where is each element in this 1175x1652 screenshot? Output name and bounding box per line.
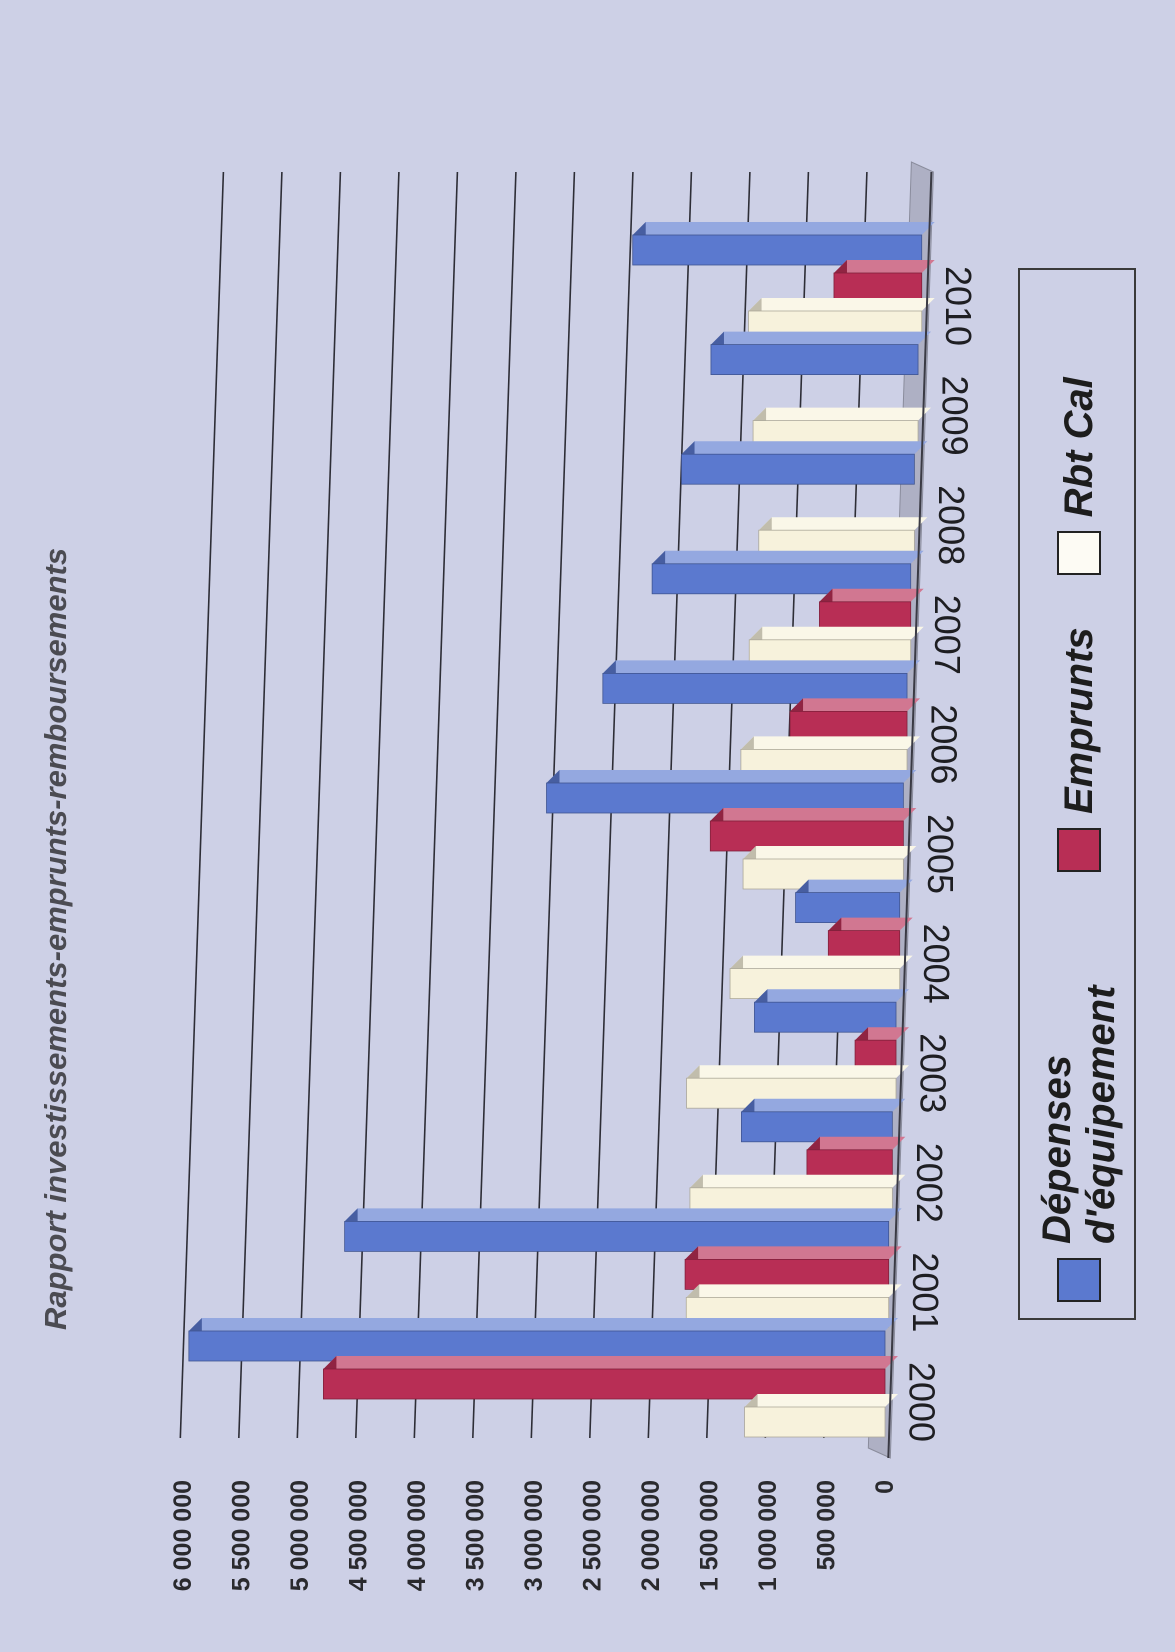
bar: [602, 660, 921, 704]
bar-front-face: [744, 1406, 886, 1438]
category-label: 2006: [924, 704, 965, 784]
bar-top-face: [806, 1136, 906, 1150]
category-label: 2007: [927, 595, 968, 675]
bar-top-face: [758, 517, 928, 531]
bar-top-face: [743, 846, 917, 859]
bar: [758, 517, 928, 561]
bar-top-face: [730, 955, 913, 969]
bar-top-face: [652, 550, 924, 564]
bar: [188, 1318, 899, 1362]
bar: [322, 1356, 898, 1400]
bar: [741, 1098, 906, 1143]
category-label: 2004: [916, 924, 957, 1004]
bar-top-face: [795, 879, 913, 893]
y-tick-label: 500 000: [812, 1480, 840, 1570]
bar-top-face: [828, 917, 913, 931]
bar-top-face: [753, 407, 932, 421]
bar-front-face: [710, 344, 919, 376]
bar: [681, 441, 928, 485]
bar-top-face: [686, 1065, 910, 1079]
bar-top-face: [819, 588, 924, 602]
gridline: [296, 171, 342, 1439]
category-label: 2002: [909, 1143, 950, 1223]
bar: [344, 1208, 902, 1252]
legend-label-rbt-cal: Rbt Cal: [1057, 377, 1101, 518]
bar: [684, 1246, 902, 1290]
legend-label-emprunts: Emprunts: [1057, 627, 1101, 814]
y-tick-label: 0: [871, 1480, 899, 1494]
bar: [744, 1394, 898, 1438]
legend-item-emprunts: Emprunts: [1057, 627, 1101, 872]
y-tick-label: 4 000 000: [403, 1480, 431, 1591]
legend-item-depenses: Dépenses d'équipement: [1035, 924, 1123, 1302]
bar-top-face: [681, 441, 928, 455]
bar: [632, 222, 935, 266]
bar-top-face: [686, 1284, 902, 1298]
bar-top-face: [790, 698, 921, 712]
bar-top-face: [855, 1027, 910, 1041]
bar-top-face: [344, 1208, 902, 1222]
bar: [546, 770, 917, 814]
bar-top-face: [685, 1246, 902, 1260]
bar: [833, 260, 935, 304]
y-tick-label: 2 000 000: [637, 1480, 665, 1591]
chart-title: Rapport investissements-emprunts-rembour…: [38, 548, 73, 1330]
y-tick-label: 1 500 000: [695, 1480, 723, 1591]
bar-top-face: [740, 736, 921, 750]
x-axis-line: [887, 171, 933, 1459]
bar-top-face: [632, 222, 935, 235]
y-tick-label: 5 500 000: [227, 1480, 255, 1591]
legend-swatch-rbt-cal: [1057, 531, 1101, 576]
category-label: 2000: [901, 1362, 942, 1442]
bar-top-face: [744, 1394, 898, 1407]
y-tick-label: 4 500 000: [344, 1480, 372, 1591]
category-label: 2010: [938, 266, 979, 346]
bar-top-face: [754, 989, 910, 1003]
bar: [819, 588, 924, 633]
category-label: 2001: [905, 1252, 946, 1332]
bar: [709, 808, 917, 852]
bars: [188, 222, 935, 1438]
bar-top-face: [833, 260, 935, 273]
y-tick-label: 5 000 000: [286, 1480, 314, 1591]
bar-front-face: [681, 453, 915, 485]
axes: 0 500 000 1 000 000 1 500 000 2 000 000 2 500…: [169, 171, 979, 1591]
bar-top-face: [710, 808, 917, 821]
bar: [651, 550, 924, 595]
bar: [754, 989, 910, 1033]
bar: [806, 1136, 906, 1181]
bar-top-face: [710, 331, 932, 345]
bar-top-face: [749, 626, 924, 640]
bar: [789, 698, 921, 742]
bar: [710, 331, 932, 376]
y-tick-label: 3 500 000: [461, 1480, 489, 1591]
bar-top-face: [741, 1098, 906, 1112]
category-label: 2003: [912, 1033, 953, 1113]
y-tick-label: 6 000 000: [169, 1480, 197, 1591]
bar: [795, 879, 913, 923]
legend: Dépenses d'équipement Emprunts Rbt Cal: [1018, 268, 1136, 1320]
bar: [827, 917, 913, 961]
category-label: 2008: [931, 485, 972, 565]
category-label: 2009: [935, 376, 976, 456]
y-tick-label: 2 500 000: [578, 1480, 606, 1591]
bar-top-face: [546, 770, 917, 783]
legend-swatch-emprunts: [1057, 828, 1101, 872]
bar-top-face: [323, 1356, 898, 1369]
legend-item-rbt-cal: Rbt Cal: [1057, 377, 1101, 576]
y-tick-label: 3 000 000: [520, 1480, 548, 1591]
gridline: [238, 171, 283, 1439]
legend-swatch-depenses: [1057, 1258, 1101, 1302]
bar-top-face: [689, 1174, 906, 1188]
bar-top-face: [188, 1318, 899, 1331]
category-label: 2005: [920, 814, 961, 894]
gridline: [179, 171, 225, 1439]
legend-label-depenses: Dépenses d'équipement: [1035, 985, 1123, 1244]
bar-top-face: [748, 298, 935, 311]
bar-top-face: [602, 660, 921, 674]
y-tick-label: 1 000 000: [754, 1480, 782, 1591]
